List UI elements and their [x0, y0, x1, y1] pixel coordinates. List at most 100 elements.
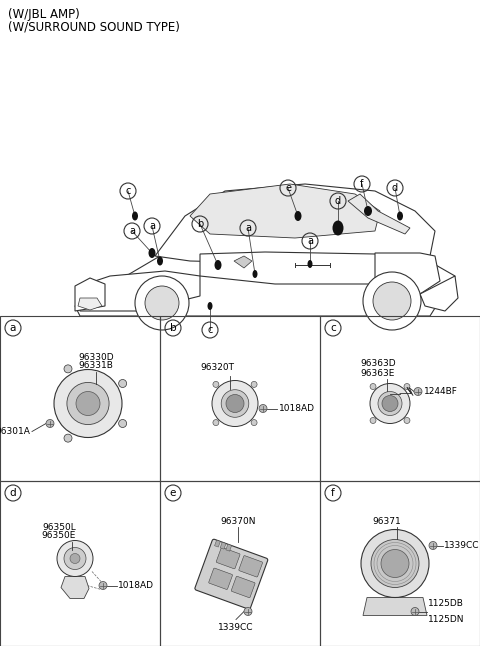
Ellipse shape [215, 260, 221, 270]
Text: a: a [129, 226, 135, 236]
Circle shape [414, 388, 422, 395]
Bar [0, 481, 160, 646]
Polygon shape [420, 276, 458, 311]
Text: (W/SURROUND SOUND TYPE): (W/SURROUND SOUND TYPE) [8, 20, 180, 33]
Circle shape [221, 390, 249, 417]
Circle shape [119, 419, 127, 428]
Text: 96320T: 96320T [200, 362, 234, 371]
Text: c: c [125, 186, 131, 196]
Circle shape [212, 380, 258, 426]
Circle shape [145, 286, 179, 320]
Text: 96331B: 96331B [79, 362, 113, 371]
Circle shape [213, 420, 219, 426]
Polygon shape [155, 184, 435, 263]
Circle shape [76, 391, 100, 415]
Polygon shape [348, 194, 410, 234]
Ellipse shape [207, 302, 213, 310]
Polygon shape [80, 271, 200, 311]
Bar [160, 481, 320, 646]
Circle shape [99, 581, 107, 590]
Circle shape [371, 539, 419, 587]
Text: c: c [207, 325, 213, 335]
Polygon shape [61, 576, 89, 598]
Circle shape [429, 541, 437, 550]
Text: e: e [285, 183, 291, 193]
Text: d: d [392, 183, 398, 193]
Text: 96363D: 96363D [360, 360, 396, 368]
Text: b: b [197, 219, 203, 229]
FancyBboxPatch shape [239, 556, 263, 577]
Text: f: f [331, 488, 335, 498]
Polygon shape [75, 278, 105, 311]
Circle shape [64, 434, 72, 442]
Polygon shape [200, 252, 390, 284]
Circle shape [46, 419, 54, 428]
Text: 96363E: 96363E [361, 368, 395, 377]
Circle shape [70, 554, 80, 563]
Text: d: d [10, 488, 16, 498]
Polygon shape [375, 253, 440, 294]
Circle shape [378, 391, 402, 415]
Circle shape [370, 384, 410, 424]
Ellipse shape [308, 260, 312, 268]
Text: 96370N: 96370N [220, 517, 256, 525]
Circle shape [361, 530, 429, 598]
Text: 96330D: 96330D [78, 353, 114, 362]
Circle shape [373, 282, 411, 320]
FancyBboxPatch shape [209, 568, 232, 589]
Text: 96350L: 96350L [42, 523, 76, 532]
Ellipse shape [295, 211, 301, 221]
Polygon shape [234, 256, 252, 268]
Circle shape [259, 404, 267, 413]
Text: 96371: 96371 [372, 517, 401, 525]
Circle shape [404, 384, 410, 390]
Circle shape [411, 607, 419, 616]
Ellipse shape [148, 248, 156, 258]
Text: 1244BF: 1244BF [424, 387, 458, 396]
Text: 96301A: 96301A [0, 427, 30, 436]
Circle shape [64, 365, 72, 373]
Bar [0, 316, 160, 481]
Circle shape [244, 607, 252, 616]
Bar [220, 542, 226, 549]
Circle shape [404, 417, 410, 424]
Circle shape [382, 395, 398, 412]
Text: b: b [170, 323, 176, 333]
Circle shape [370, 384, 376, 390]
FancyBboxPatch shape [231, 576, 255, 598]
Text: f: f [360, 179, 364, 189]
Bar [226, 544, 232, 551]
Polygon shape [75, 256, 455, 316]
FancyBboxPatch shape [195, 539, 268, 609]
Ellipse shape [333, 220, 344, 236]
Circle shape [251, 381, 257, 388]
Text: a: a [245, 223, 251, 233]
Text: d: d [335, 196, 341, 206]
Ellipse shape [364, 206, 372, 216]
Bar [160, 316, 320, 481]
Text: c: c [330, 323, 336, 333]
Circle shape [64, 548, 86, 570]
Ellipse shape [157, 256, 163, 266]
Circle shape [54, 370, 122, 437]
Circle shape [67, 382, 109, 424]
Circle shape [381, 550, 409, 578]
Text: e: e [170, 488, 176, 498]
Circle shape [135, 276, 189, 330]
Text: 1125DB: 1125DB [428, 598, 464, 607]
Ellipse shape [252, 270, 257, 278]
Text: a: a [307, 236, 313, 246]
Circle shape [213, 381, 219, 388]
Circle shape [57, 541, 93, 576]
Polygon shape [78, 298, 102, 310]
Bar [320, 481, 480, 646]
Circle shape [226, 395, 244, 413]
Text: 1018AD: 1018AD [279, 404, 315, 413]
Ellipse shape [132, 211, 138, 220]
Text: a: a [149, 221, 155, 231]
Text: 1125DN: 1125DN [428, 616, 465, 625]
Polygon shape [190, 184, 380, 238]
Polygon shape [363, 598, 427, 616]
Bar [215, 540, 220, 547]
Bar [320, 316, 480, 481]
